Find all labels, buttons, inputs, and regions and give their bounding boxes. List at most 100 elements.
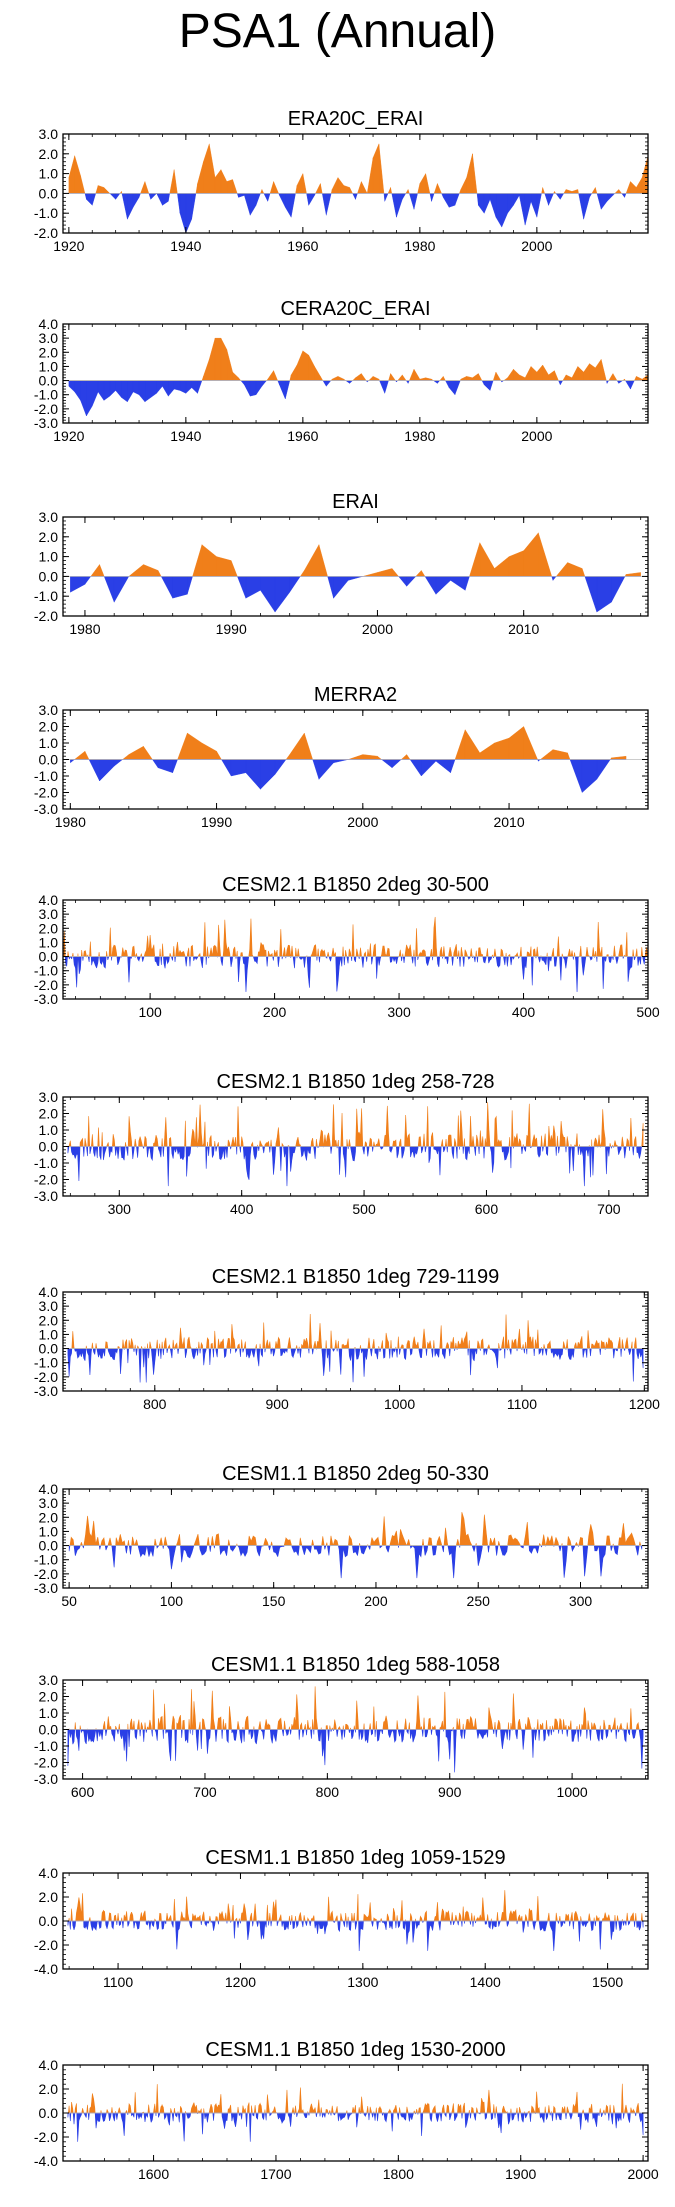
y-tick-label: 2.0 <box>39 1689 59 1705</box>
positive-area <box>67 1102 644 1147</box>
y-tick-label: -2.0 <box>34 1172 58 1188</box>
y-tick-label: 3.0 <box>39 702 59 718</box>
y-tick-label: 0.0 <box>39 185 59 201</box>
y-tick-label: 3.0 <box>39 1089 59 1105</box>
positive-area <box>68 337 648 381</box>
series-marks <box>68 1512 643 1579</box>
x-tick-label: 500 <box>352 1201 376 1217</box>
y-tick-label: -1.0 <box>34 1552 58 1568</box>
y-tick-label: 4.0 <box>39 892 59 908</box>
chart-panel-11: CESM1.1 B1850 1deg 1530-2000 4.0 2.0 0.0 -2.… <box>34 2039 659 2182</box>
y-tick-label: 2.0 <box>39 2081 59 2097</box>
x-tick-label: 600 <box>475 1201 499 1217</box>
x-tick-label: 300 <box>569 1593 593 1609</box>
y-tick-label: 3.0 <box>39 906 59 922</box>
y-tick-label: 0.0 <box>39 1722 59 1738</box>
x-tick-label: 2010 <box>493 814 524 830</box>
y-tick-label: -2.0 <box>34 225 58 241</box>
x-tick-label: 1900 <box>505 2166 536 2182</box>
y-tick-label: -1.0 <box>34 963 58 979</box>
y-tick-label: 4.0 <box>39 1284 59 1300</box>
negative-area <box>67 2112 644 2142</box>
x-tick-label: 1500 <box>592 1974 623 1990</box>
y-tick-label: 2.0 <box>39 1312 59 1328</box>
positive-area <box>68 143 648 194</box>
x-tick-label: 1100 <box>103 1974 133 1990</box>
x-tick-label: 2000 <box>362 621 393 637</box>
negative-area <box>67 1920 644 1952</box>
negative-area <box>70 759 627 793</box>
x-tick-label: 400 <box>230 1201 254 1217</box>
x-tick-label: 1960 <box>287 238 318 254</box>
y-tick-label: 1.0 <box>39 735 59 751</box>
plot-frame <box>62 1291 649 1392</box>
x-tick-label: 2000 <box>521 238 552 254</box>
chart-panel-6: CESM2.1 B1850 1deg 258-728 3.02.01.00.0-1… <box>34 1071 649 1217</box>
y-tick-label: -1.0 <box>34 768 58 784</box>
x-tick-label: 250 <box>467 1593 491 1609</box>
x-tick-label: 1200 <box>629 1396 660 1412</box>
x-tick-label: 800 <box>143 1396 167 1412</box>
series-marks <box>67 1102 644 1187</box>
y-tick-label: 4.0 <box>39 316 59 332</box>
y-tick-label: 2.0 <box>39 920 59 936</box>
x-tick-label: 600 <box>71 1784 95 1800</box>
x-tick-label: 100 <box>138 1004 162 1020</box>
panel-title: CESM2.1 B1850 1deg 729-1199 <box>212 1266 500 1288</box>
x-tick-label: 1920 <box>53 428 84 444</box>
x-tick-label: 2000 <box>628 2166 659 2182</box>
y-tick-label: 2.0 <box>39 719 59 735</box>
y-tick-label: -3.0 <box>34 991 58 1007</box>
x-tick-label: 800 <box>316 1784 340 1800</box>
y-tick-label: 3.0 <box>39 1298 59 1314</box>
chart-panel-10: CESM1.1 B1850 1deg 1059-1529 4.0 2.0 0.0 -2.… <box>34 1847 649 1990</box>
x-tick-label: 100 <box>160 1593 184 1609</box>
y-tick-label: 2.0 <box>39 1509 59 1525</box>
y-tick-label: 1.0 <box>39 166 59 182</box>
negative-area <box>68 1545 643 1579</box>
y-tick-label: 2.0 <box>39 1889 59 1905</box>
x-tick-label: 1600 <box>138 2166 169 2182</box>
y-tick-label: -3.0 <box>34 415 58 431</box>
positive-area <box>69 1512 642 1546</box>
x-tick-label: 200 <box>263 1004 287 1020</box>
x-tick-label: 2000 <box>521 428 552 444</box>
y-tick-label: 2.0 <box>39 529 59 545</box>
x-tick-label: 2010 <box>508 621 539 637</box>
y-tick-label: 1.0 <box>39 1523 59 1539</box>
plot-frame <box>62 323 649 424</box>
y-tick-label: 0.0 <box>39 1913 59 1929</box>
negative-area <box>67 1146 644 1187</box>
x-tick-label: 1920 <box>53 238 84 254</box>
y-tick-label: -3.0 <box>34 1383 58 1399</box>
negative-area <box>68 380 648 417</box>
chart-panel-9: CESM1.1 B1850 1deg 588-10583.02.01.00.0-… <box>34 1654 649 1800</box>
x-tick-label: 1100 <box>507 1396 537 1412</box>
y-tick-label: 2.0 <box>39 146 59 162</box>
y-tick-label: -2.0 <box>34 2129 58 2145</box>
panel-title: CESM1.1 B1850 1deg 1530-2000 <box>205 2039 505 2061</box>
y-tick-label: 1.0 <box>39 1122 59 1138</box>
y-tick-label: -1.0 <box>34 1738 58 1754</box>
x-tick-label: 1200 <box>225 1974 256 1990</box>
y-tick-label: -4.0 <box>34 2153 58 2169</box>
y-tick-label: 0.0 <box>39 949 59 965</box>
x-tick-label: 1990 <box>216 621 247 637</box>
y-tick-label: 1.0 <box>39 549 59 565</box>
series-marks <box>68 337 648 417</box>
positive-area <box>70 532 641 577</box>
y-tick-label: 3.0 <box>39 509 59 525</box>
y-tick-label: 2.0 <box>39 344 59 360</box>
negative-area <box>68 193 648 233</box>
x-tick-label: 900 <box>265 1396 289 1412</box>
x-tick-label: 400 <box>512 1004 536 1020</box>
y-tick-label: -3.0 <box>34 1580 58 1596</box>
y-tick-label: 1.0 <box>39 934 59 950</box>
plot-frame <box>62 1488 649 1589</box>
series-marks <box>68 143 648 233</box>
plot-frame <box>62 516 649 617</box>
panel-title: CERA20C_ERAI <box>280 298 430 320</box>
